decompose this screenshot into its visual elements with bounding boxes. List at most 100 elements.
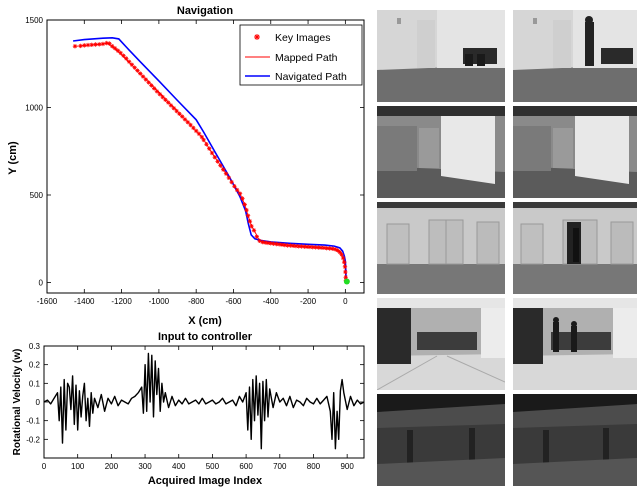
nav-legend: Key Images Mapped Path Navigated Path (239, 24, 363, 86)
key-image-marker (302, 244, 307, 249)
key-image-marker (254, 234, 259, 239)
key-image-marker (121, 53, 126, 58)
key-image-marker (299, 244, 304, 249)
key-image-marker (235, 187, 240, 193)
key-image-marker (288, 243, 293, 248)
nav-y-tick-label: 1000 (25, 104, 43, 113)
navigated-path-line (73, 36, 348, 281)
key-image-marker (240, 196, 245, 201)
key-image-marker (201, 137, 206, 143)
key-image-marker (342, 264, 348, 269)
ctrl-x-axis-label: Acquired Image Index (148, 475, 263, 487)
key-image-marker (174, 108, 179, 114)
key-image-marker (307, 244, 313, 250)
nav-title: Navigation (177, 5, 234, 17)
ctrl-y-tick-label: 0.1 (29, 379, 41, 388)
ctrl-x-tick-label: 400 (172, 462, 186, 471)
key-image-marker (249, 223, 254, 229)
photo-desk-underside-2 (513, 394, 637, 486)
key-image-marker (268, 241, 273, 246)
ctrl-x-tick-label: 300 (138, 462, 152, 471)
key-image-marker (78, 43, 83, 49)
ctrl-x-tick-label: 200 (105, 462, 119, 471)
key-image-marker (290, 243, 296, 248)
key-image-marker (157, 92, 163, 97)
key-image-marker (304, 244, 310, 249)
key-image-marker (112, 46, 118, 51)
nav-x-tick-label: -800 (188, 297, 205, 306)
key-image-marker (226, 175, 232, 181)
key-image-marker (330, 246, 335, 251)
key-image-marker (282, 242, 287, 248)
key-image-marker (110, 44, 115, 49)
key-image-marker (279, 242, 285, 247)
ctrl-x-tick-label: 100 (71, 462, 85, 471)
photo-hallway-double-doors (377, 202, 505, 294)
key-image-marker (274, 241, 279, 247)
ctrl-x-tick-label: 900 (340, 462, 354, 471)
key-image-marker (166, 100, 171, 105)
rotational-velocity-line (43, 352, 365, 450)
key-image-marker (207, 146, 212, 151)
key-image-marker (129, 62, 135, 67)
ctrl-y-tick-label: 0 (36, 398, 41, 407)
key-image-marker (132, 65, 137, 70)
ctrl-x-tick-label: 0 (42, 462, 47, 471)
key-image-marker (244, 207, 249, 213)
ctrl-x-tick-label: 700 (273, 462, 287, 471)
key-image-marker (193, 128, 199, 134)
key-image-marker (179, 114, 185, 119)
legend-star-mark (254, 34, 260, 40)
key-image-marker (339, 252, 344, 257)
nav-x-tick-label: -400 (263, 297, 280, 306)
key-image-marker (72, 44, 78, 49)
key-image-marker (276, 242, 282, 247)
key-image-marker (188, 122, 193, 128)
key-image-marker (126, 59, 132, 64)
key-image-marker (138, 71, 143, 76)
controller-chart: Input to controller 0 100 200 300 400 500 600 7… (12, 331, 365, 487)
key-image-marker (199, 134, 204, 140)
ctrl-y-tick-label: 0.3 (29, 342, 41, 351)
ctrl-x-tick-label: 500 (206, 462, 220, 471)
key-image-marker (285, 243, 290, 248)
nav-x-tick-label: -1400 (74, 297, 95, 306)
key-image-marker (332, 247, 338, 252)
nav-y-tick-label: 1500 (25, 16, 43, 25)
key-image-marker (342, 260, 347, 265)
key-image-marker (293, 243, 299, 249)
key-image-marker (140, 74, 146, 79)
ctrl-x-tick-label: 800 (307, 462, 321, 471)
key-image-marker (104, 40, 109, 46)
key-image-marker (223, 171, 229, 176)
key-image-marker (100, 41, 106, 47)
key-image-marker (221, 167, 226, 172)
start-point-marker (343, 278, 350, 285)
key-image-marker (97, 42, 102, 47)
photo-corridor-with-chairs (377, 10, 505, 102)
key-image-marker (212, 155, 218, 160)
key-image-marker (265, 240, 271, 246)
key-image-marker (152, 86, 157, 91)
nav-key-image-markers (72, 40, 350, 285)
ctrl-x-tick-label: 600 (239, 462, 253, 471)
key-image-marker (257, 238, 262, 244)
key-image-marker (327, 246, 332, 251)
key-image-marker (154, 89, 160, 94)
key-image-marker (204, 142, 209, 147)
key-image-marker (196, 131, 202, 136)
key-image-marker (318, 245, 324, 250)
photo-desk-underside (377, 394, 505, 486)
nav-x-tick-label: -200 (300, 297, 317, 306)
key-image-marker (143, 77, 149, 82)
key-image-marker (343, 275, 348, 280)
nav-x-tick-label: -1600 (37, 297, 58, 306)
key-image-marker (242, 202, 247, 207)
key-image-marker (260, 239, 265, 245)
key-image-marker (229, 179, 234, 185)
photo-open-lab-room (377, 298, 505, 390)
key-image-marker (149, 83, 154, 88)
legend-key-images-label: Key Images (275, 32, 330, 44)
key-image-marker (85, 42, 91, 48)
key-image-marker (321, 245, 327, 251)
